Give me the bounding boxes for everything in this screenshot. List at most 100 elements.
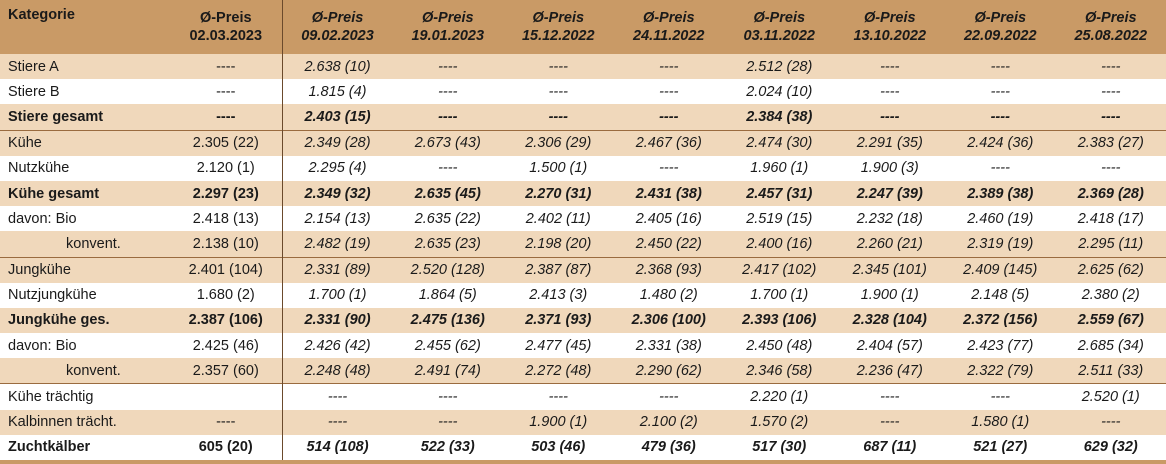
price-cell: 2.426 (42) [282,333,393,358]
price-cell: ---- [170,54,282,79]
price-cell: ---- [614,156,725,181]
price-cell: ---- [503,104,614,130]
price-cell: 1.480 (2) [614,283,725,308]
table-row: Kalbinnen trächt.------------1.900 (1)2.… [0,410,1166,435]
price-cell: 2.387 (87) [503,257,614,283]
price-cell: 2.482 (19) [282,231,393,257]
category-header: Kategorie [0,0,170,54]
price-cell: 2.475 (136) [393,308,504,333]
price-cell: 2.384 (38) [724,104,835,130]
price-cell: 2.369 (28) [1056,181,1166,206]
price-cell: 522 (33) [393,435,504,462]
price-cell: 2.345 (101) [835,257,946,283]
price-cell: 514 (108) [282,435,393,462]
price-cell: 2.349 (28) [282,130,393,156]
price-cell: 2.402 (11) [503,206,614,231]
price-cell: 2.423 (77) [945,333,1056,358]
price-cell: 2.400 (16) [724,231,835,257]
price-cell: ---- [835,384,946,410]
price-cell: 2.331 (90) [282,308,393,333]
price-cell: 2.418 (13) [170,206,282,231]
price-cell: 2.457 (31) [724,181,835,206]
price-cell: ---- [170,79,282,104]
price-cell: ---- [393,384,504,410]
row-category: konvent. [0,231,170,257]
price-cell: 2.148 (5) [945,283,1056,308]
price-cell: ---- [1056,104,1166,130]
price-cell: 2.272 (48) [503,358,614,384]
price-cell: 2.393 (106) [724,308,835,333]
price-cell: 2.372 (156) [945,308,1056,333]
price-cell: ---- [945,79,1056,104]
price-cell: 2.138 (10) [170,231,282,257]
price-cell: ---- [1056,79,1166,104]
price-cell: 2.290 (62) [614,358,725,384]
column-date: 24.11.2022 [633,28,705,44]
price-cell: 2.100 (2) [614,410,725,435]
price-cell: 1.700 (1) [282,283,393,308]
row-category: Kühe gesamt [0,181,170,206]
price-cell: 629 (32) [1056,435,1166,462]
price-cell: ---- [503,79,614,104]
price-cell: 2.349 (32) [282,181,393,206]
column-date: 22.09.2022 [964,28,1037,44]
price-cell: 2.424 (36) [945,130,1056,156]
price-cell: 2.380 (2) [1056,283,1166,308]
price-cell: ---- [393,156,504,181]
price-cell: 2.450 (48) [724,333,835,358]
price-cell: 2.491 (74) [393,358,504,384]
price-cell: 2.409 (145) [945,257,1056,283]
price-cell: 2.120 (1) [170,156,282,181]
price-cell: 2.401 (104) [170,257,282,283]
price-cell: 2.371 (93) [503,308,614,333]
row-category: Kalbinnen trächt. [0,410,170,435]
column-date: 13.10.2022 [853,28,926,44]
column-header: Ø-Preis 13.10.2022 [835,0,946,54]
price-cell: ---- [503,384,614,410]
price-cell: 2.297 (23) [170,181,282,206]
column-date: 25.08.2022 [1074,28,1147,44]
price-cell: 517 (30) [724,435,835,462]
price-cell: 2.305 (22) [170,130,282,156]
column-label: Ø-Preis [864,10,916,26]
price-cell: 2.559 (67) [1056,308,1166,333]
price-cell: 2.220 (1) [724,384,835,410]
column-date: 02.03.2023 [189,28,262,44]
price-cell: 1.900 (3) [835,156,946,181]
price-cell: 2.638 (10) [282,54,393,79]
price-cell: 2.331 (38) [614,333,725,358]
price-cell: 503 (46) [503,435,614,462]
price-cell: 2.154 (13) [282,206,393,231]
price-cell: ---- [945,54,1056,79]
price-cell: 2.306 (100) [614,308,725,333]
column-date: 19.01.2023 [411,28,484,44]
row-category: Nutzjungkühe [0,283,170,308]
table-row: Jungkühe ges.2.387 (106)2.331 (90)2.475 … [0,308,1166,333]
price-cell: 1.960 (1) [724,156,835,181]
column-label: Ø-Preis [532,10,584,26]
row-category: Kühe [0,130,170,156]
price-cell: 2.673 (43) [393,130,504,156]
price-cell: ---- [393,79,504,104]
price-cell: 2.236 (47) [835,358,946,384]
price-cell: 2.413 (3) [503,283,614,308]
price-cell: ---- [835,54,946,79]
price-cell: 2.685 (34) [1056,333,1166,358]
price-cell: ---- [1056,156,1166,181]
price-cell: 521 (27) [945,435,1056,462]
price-cell: ---- [945,104,1056,130]
price-cell: 2.431 (38) [614,181,725,206]
price-cell: ---- [614,384,725,410]
column-label: Ø-Preis [643,10,695,26]
price-cell: 1.900 (1) [835,283,946,308]
price-cell: 1.570 (2) [724,410,835,435]
